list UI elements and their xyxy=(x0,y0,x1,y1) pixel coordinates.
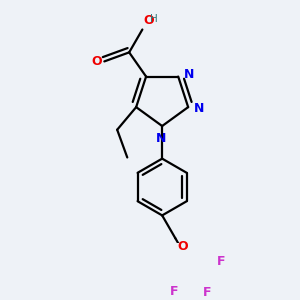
Text: N: N xyxy=(194,102,205,115)
Text: O: O xyxy=(91,55,102,68)
Text: O: O xyxy=(178,240,188,253)
Text: N: N xyxy=(184,68,194,81)
Text: N: N xyxy=(156,132,166,145)
Text: H: H xyxy=(150,14,158,24)
Text: F: F xyxy=(170,285,179,298)
Text: O: O xyxy=(144,14,154,27)
Text: F: F xyxy=(203,286,211,299)
Text: F: F xyxy=(217,255,225,268)
